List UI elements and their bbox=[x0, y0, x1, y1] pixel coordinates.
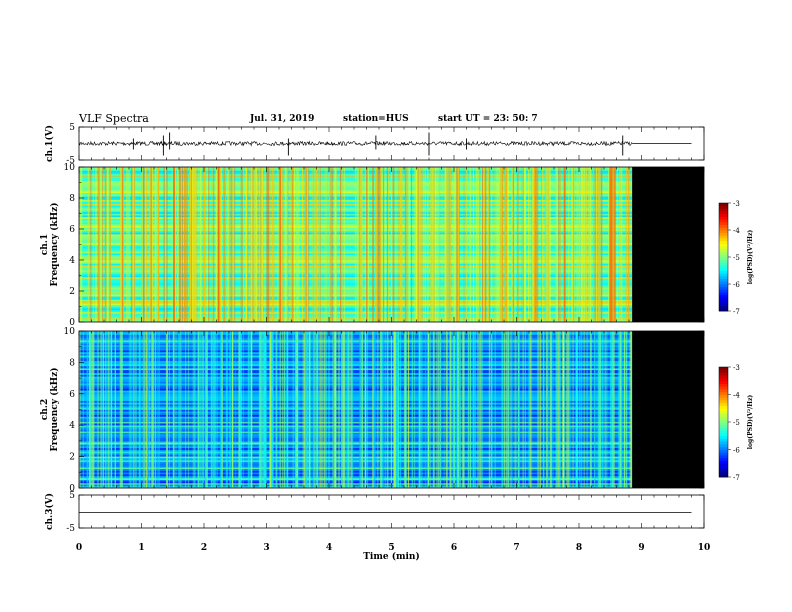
colorbar-tick-label: -3 bbox=[733, 364, 740, 372]
ch1-spectrogram-tick-label: 6 bbox=[69, 225, 75, 235]
ch2-spectrogram-tick-label: 0 bbox=[69, 484, 75, 494]
ch3-waveform-ylabel: ch.3(V) bbox=[44, 493, 55, 530]
x-tick-label: 6 bbox=[451, 543, 457, 553]
colorbar-tick-label: -5 bbox=[733, 254, 740, 262]
ch1-waveform-ylabel: ch.1(V) bbox=[44, 125, 55, 162]
ch1-waveform-tick-label: -5 bbox=[66, 156, 75, 166]
x-tick-label: 10 bbox=[698, 543, 711, 553]
ch2-spectrogram-image bbox=[79, 331, 704, 489]
ch3-waveform-tick-label: 5 bbox=[69, 491, 75, 501]
x-tick-label: 0 bbox=[76, 543, 82, 553]
ch2-spectrogram-tick-label: 6 bbox=[69, 390, 75, 400]
colorbar-tick-label: -4 bbox=[733, 392, 740, 400]
ch1-spectrogram-tick-label: 4 bbox=[69, 256, 75, 266]
colorbar-tick-label: -4 bbox=[733, 227, 740, 235]
colorbar-label: log(PSD)(V²/Hz) bbox=[747, 230, 754, 285]
colorbar-tick-label: -5 bbox=[733, 419, 740, 427]
ch1-spectrogram-tick-label: 8 bbox=[69, 194, 75, 204]
start-time-label: start UT = 23: 50: 7 bbox=[438, 114, 538, 124]
no-data-region bbox=[632, 331, 704, 488]
x-tick-label: 7 bbox=[513, 543, 519, 553]
colorbar-tick-label: -7 bbox=[733, 308, 740, 316]
no-data-region bbox=[632, 167, 704, 322]
ch2-spectrogram-ylabel: ch.2 bbox=[40, 399, 50, 420]
ch2-spectrogram-tick-label: 8 bbox=[69, 358, 75, 368]
colorbar-tick-label: -6 bbox=[733, 447, 740, 455]
ch2-colorbar bbox=[718, 366, 731, 478]
ch3-waveform-tick-label: -5 bbox=[66, 524, 75, 534]
x-tick-label: 4 bbox=[326, 543, 332, 553]
ch1-colorbar bbox=[718, 202, 731, 312]
ch1-spectrogram-image bbox=[79, 167, 704, 323]
ch1-waveform-tick-label: 5 bbox=[69, 123, 75, 133]
ch1-spectrogram-tick-label: 0 bbox=[69, 318, 75, 328]
ch1-waveform-trace bbox=[78, 140, 633, 147]
figure-title: VLF Spectra bbox=[79, 112, 149, 125]
x-tick-label: 3 bbox=[263, 543, 269, 553]
colorbar-tick-label: -6 bbox=[733, 281, 740, 289]
x-tick-label: 9 bbox=[638, 543, 644, 553]
ch1-spectrogram-tick-label: 2 bbox=[69, 287, 75, 297]
ch1-spectrogram-ylabel: ch.1 bbox=[40, 234, 50, 255]
ch2-spectrogram-tick-label: 2 bbox=[69, 453, 75, 463]
x-tick-label: 1 bbox=[138, 543, 144, 553]
x-tick-label: 8 bbox=[576, 543, 582, 553]
ch2-spectrogram-tick-label: 4 bbox=[69, 421, 75, 431]
x-tick-label: 2 bbox=[201, 543, 207, 553]
ch2-spectrogram-tick-label: 10 bbox=[64, 327, 76, 337]
colorbar-label: log(PSD)(V²/Hz) bbox=[747, 395, 754, 450]
ch2-spectrogram-ylabel: Frequency (kHz) bbox=[49, 367, 60, 451]
x-axis-label: Time (min) bbox=[363, 551, 420, 562]
colorbar-tick-label: -3 bbox=[733, 200, 740, 208]
colorbar-tick-label: -7 bbox=[733, 474, 740, 482]
ch1-spectrogram-ylabel: Frequency (kHz) bbox=[49, 202, 60, 286]
station-label: station=HUS bbox=[343, 114, 409, 124]
ch1-spectrogram-tick-label: 10 bbox=[64, 163, 76, 173]
x-tick-label: 5 bbox=[388, 543, 394, 553]
date-label: Jul. 31, 2019 bbox=[250, 114, 315, 124]
